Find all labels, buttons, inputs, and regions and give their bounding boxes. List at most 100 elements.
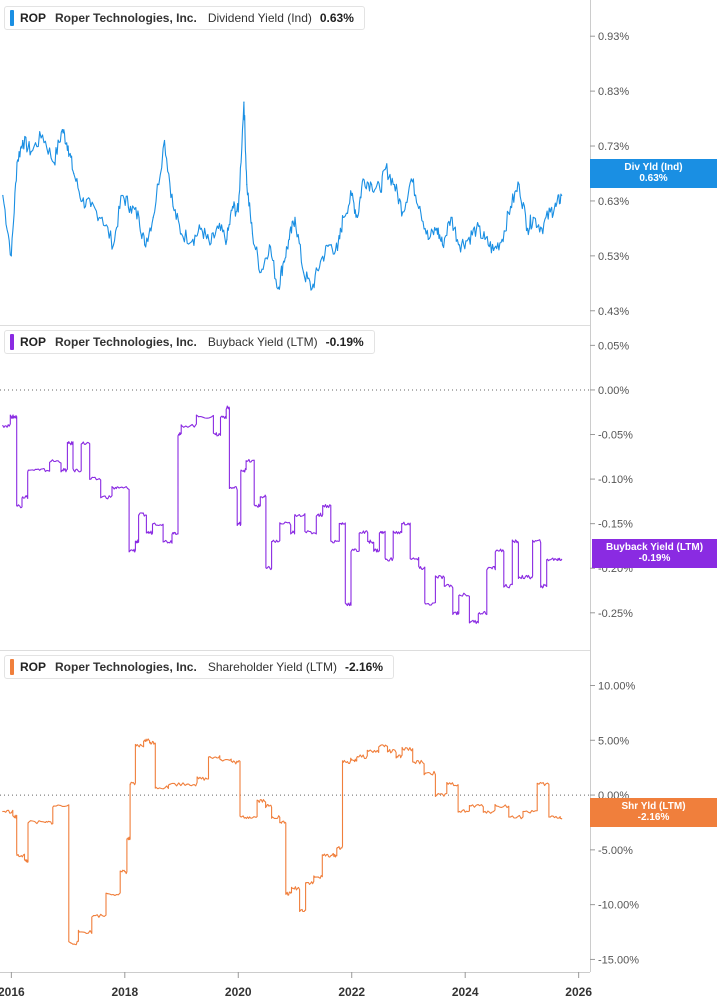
- data-point-shareholder: [13, 816, 15, 818]
- flag-value: 0.63%: [639, 173, 668, 184]
- x-tick-label: 2024: [452, 985, 479, 999]
- data-point-buyback: [178, 433, 180, 436]
- flag-value: -0.19%: [638, 553, 671, 564]
- data-point-buyback: [504, 585, 506, 587]
- data-point-shareholder: [280, 821, 282, 824]
- data-point-buyback: [152, 523, 154, 525]
- data-point-dividend: [328, 244, 330, 246]
- data-point-buyback: [271, 540, 273, 543]
- data-point-buyback: [39, 469, 41, 471]
- legend-shareholder-yield[interactable]: ROP Roper Technologies, Inc. Shareholder…: [4, 655, 395, 679]
- y-tick-label: 0.00%: [598, 385, 629, 397]
- data-point-dividend: [351, 194, 353, 197]
- data-point-dividend: [172, 205, 174, 208]
- legend-metric: Buyback Yield (LTM): [207, 335, 318, 349]
- data-point-buyback: [112, 487, 115, 489]
- data-point-buyback: [379, 531, 381, 534]
- data-point-buyback: [424, 603, 427, 605]
- data-point-shareholder: [93, 914, 95, 917]
- data-point-dividend: [121, 194, 123, 197]
- data-point-dividend: [356, 216, 359, 219]
- y-tick-label: -0.05%: [598, 430, 633, 442]
- data-point-buyback: [163, 540, 166, 543]
- data-point-shareholder: [413, 761, 415, 763]
- data-point-shareholder: [336, 847, 339, 849]
- data-point-dividend: [362, 178, 364, 180]
- data-point-dividend: [393, 183, 395, 186]
- data-point-buyback: [220, 416, 222, 418]
- data-point-buyback: [322, 505, 324, 507]
- legend-dividend-yield[interactable]: ROP Roper Technologies, Inc. Dividend Yi…: [4, 6, 365, 30]
- data-point-buyback: [50, 460, 52, 462]
- data-point-buyback: [385, 558, 387, 560]
- data-point-buyback: [561, 558, 563, 560]
- data-point-buyback: [180, 425, 183, 427]
- data-point-buyback: [118, 487, 120, 489]
- data-point-buyback: [410, 558, 412, 560]
- data-point-shareholder: [231, 761, 234, 763]
- data-point-dividend: [180, 233, 183, 235]
- data-point-buyback: [101, 496, 103, 498]
- data-point-shareholder: [144, 739, 146, 741]
- legend-buyback-yield[interactable]: ROP Roper Technologies, Inc. Buyback Yie…: [4, 330, 375, 354]
- data-point-dividend: [518, 183, 520, 186]
- data-point-dividend: [283, 260, 285, 262]
- data-point-buyback: [305, 531, 307, 534]
- data-point-buyback: [246, 460, 248, 462]
- data-point-dividend: [555, 205, 557, 208]
- data-point-dividend: [450, 216, 452, 219]
- legend-metric: Dividend Yield (Ind): [207, 11, 312, 25]
- legend-swatch-shareholder: [10, 659, 14, 675]
- data-point-dividend: [268, 244, 271, 246]
- data-point-shareholder: [257, 799, 259, 802]
- data-point-dividend: [492, 249, 495, 251]
- data-point-shareholder: [379, 745, 381, 747]
- data-point-dividend: [129, 205, 132, 208]
- data-point-shareholder: [27, 821, 29, 824]
- data-point-buyback: [470, 621, 472, 623]
- flag-label: Div Yld (Ind): [624, 162, 683, 173]
- data-point-shareholder: [549, 816, 551, 818]
- data-point-buyback: [495, 549, 497, 552]
- data-point-buyback: [512, 540, 515, 543]
- data-point-shareholder: [314, 876, 316, 878]
- data-point-dividend: [475, 227, 478, 229]
- data-point-shareholder: [249, 816, 251, 818]
- data-point-dividend: [532, 216, 534, 219]
- data-point-buyback: [487, 567, 489, 569]
- data-point-buyback: [419, 567, 421, 569]
- data-point-dividend: [192, 238, 194, 240]
- data-point-buyback: [138, 514, 140, 516]
- y-tick-label: 10.00%: [598, 680, 636, 692]
- data-point-buyback: [546, 558, 549, 560]
- data-point-buyback: [240, 469, 242, 471]
- data-point-buyback: [368, 540, 370, 543]
- data-point-buyback: [226, 407, 228, 409]
- data-point-dividend: [81, 200, 83, 202]
- data-point-shareholder: [266, 805, 268, 807]
- data-point-shareholder: [436, 794, 438, 796]
- legend-metric: Shareholder Yield (LTM): [207, 660, 337, 674]
- data-point-dividend: [53, 161, 55, 164]
- legend-company: Roper Technologies, Inc.: [55, 335, 197, 349]
- data-point-dividend: [10, 255, 12, 257]
- data-point-dividend: [231, 205, 234, 208]
- data-point-dividend: [209, 244, 211, 246]
- data-point-dividend: [427, 238, 429, 240]
- data-point-buyback: [172, 531, 174, 534]
- data-point-buyback: [22, 496, 24, 498]
- data-point-dividend: [410, 178, 412, 180]
- data-point-shareholder: [186, 783, 188, 785]
- data-point-buyback: [135, 540, 137, 543]
- data-point-dividend: [30, 150, 32, 153]
- data-point-dividend: [379, 189, 381, 191]
- y-tick-label: 0.53%: [598, 251, 629, 263]
- data-point-shareholder: [396, 756, 398, 758]
- data-point-dividend: [163, 139, 166, 142]
- data-point-buyback: [351, 549, 353, 552]
- data-point-dividend: [288, 238, 290, 240]
- last-value-flag-dividend: Div Yld (Ind) 0.63%: [590, 159, 717, 188]
- data-point-dividend: [243, 101, 245, 103]
